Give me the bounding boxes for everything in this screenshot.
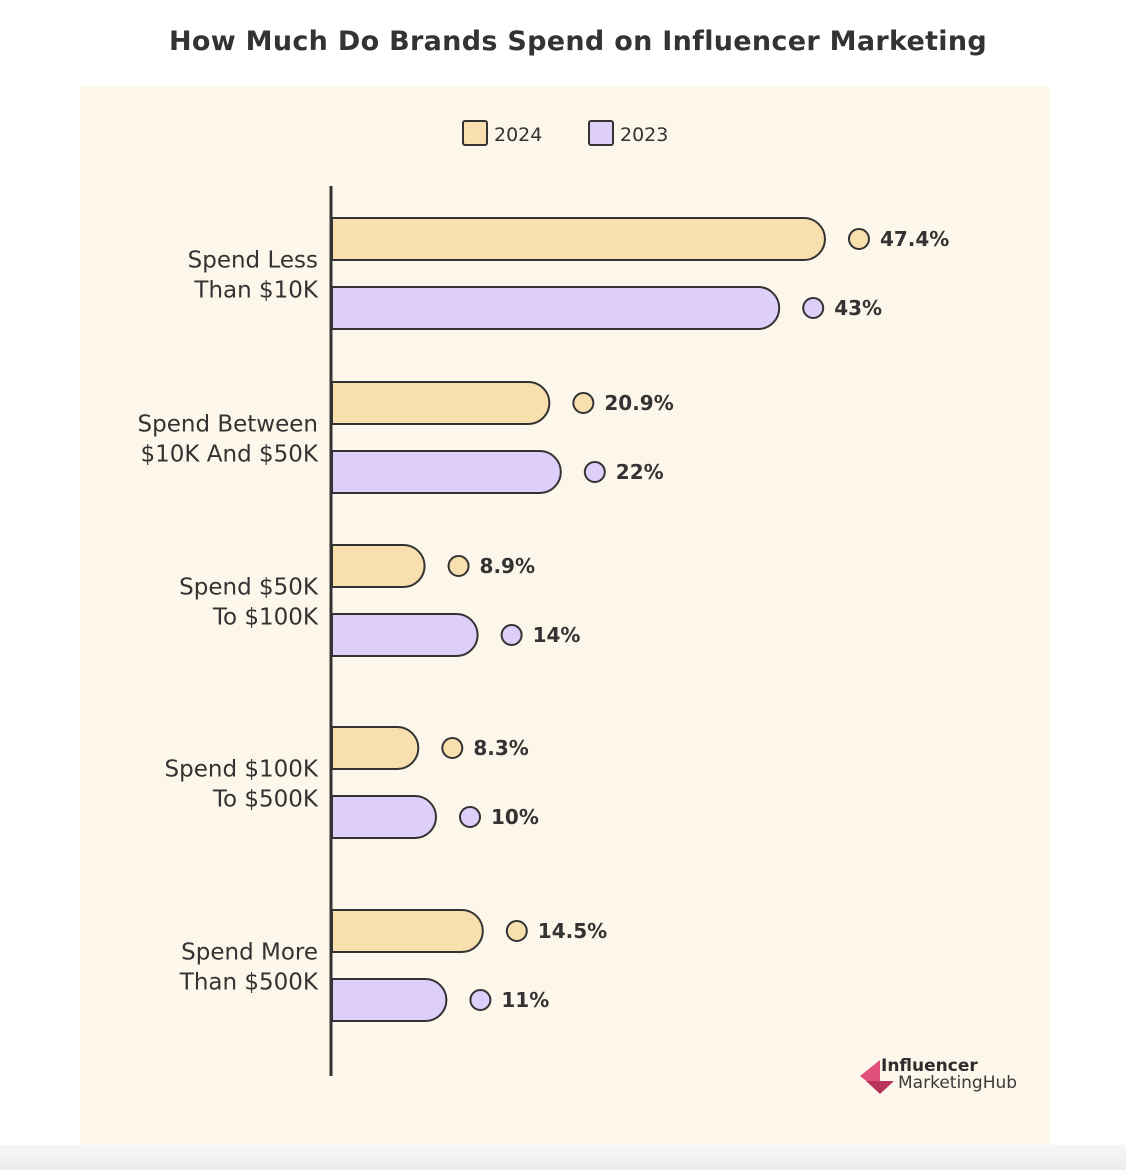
bar-2023-1: [331, 450, 562, 494]
data-label-2023-3: 10%: [491, 805, 539, 829]
bar-2023-0: [331, 286, 781, 330]
logo-text-line2: MarketingHub: [898, 1073, 1018, 1093]
category-label-line: To $500K: [212, 787, 319, 813]
category-label-line: Spend More: [181, 940, 318, 966]
category-label-line: Spend $50K: [179, 575, 319, 601]
value-marker-2023-3: [459, 806, 481, 828]
value-marker-2024-0: [847, 228, 870, 250]
chart-title: How Much Do Brands Spend on Influencer M…: [168, 26, 988, 57]
category-label-line: $10K And $50K: [141, 442, 319, 468]
data-label-2023-4: 11%: [501, 988, 549, 1012]
category-label-3: Spend $100K To $500K: [165, 757, 319, 813]
bar-2024-2: [331, 544, 426, 588]
category-label-1: Spend Between $10K And $50K: [138, 412, 319, 468]
value-marker-2024-2: [447, 555, 470, 577]
category-label-line: Than $500K: [179, 970, 319, 996]
chart-panel: [80, 86, 1050, 1145]
data-label-2024-1: 20.9%: [604, 391, 673, 415]
data-label-2024-3: 8.3%: [473, 736, 528, 760]
category-label-line: To $100K: [212, 605, 319, 631]
data-label-2024-2: 8.9%: [480, 554, 535, 578]
category-label-0: Spend Less Than $10K: [188, 248, 319, 304]
bottom-edge: [0, 1145, 1126, 1170]
category-label-4: Spend More Than $500K: [179, 940, 319, 996]
value-marker-2024-3: [441, 737, 464, 759]
category-label-line: Spend $100K: [165, 757, 319, 783]
logo-icon: [860, 1060, 894, 1094]
value-marker-2023-2: [500, 624, 523, 646]
bar-2024-0: [331, 217, 826, 261]
bar-2023-3: [331, 795, 437, 839]
value-marker-2024-1: [572, 392, 595, 414]
bar-2024-3: [331, 726, 420, 770]
data-label-2023-1: 22%: [616, 460, 664, 484]
bar-2023-2: [331, 613, 479, 657]
data-label-2024-4: 14.5%: [538, 919, 607, 943]
value-marker-2023-1: [583, 461, 606, 483]
bar-2023-4: [331, 978, 448, 1022]
data-label-2023-0: 43%: [834, 296, 882, 320]
legend-label-2023: 2023: [620, 124, 668, 146]
data-label-2023-2: 14%: [533, 623, 581, 647]
value-marker-2023-0: [802, 297, 825, 319]
data-label-2024-0: 47.4%: [880, 227, 949, 251]
legend-label-2024: 2024: [494, 124, 542, 146]
legend-swatch-2024: [462, 120, 488, 146]
legend-swatch-2023: [588, 120, 614, 146]
influencer-marketing-hub-logo: Influencer MarketingHub: [860, 1056, 1040, 1096]
bar-2024-4: [331, 909, 484, 953]
value-marker-2023-4: [469, 989, 492, 1011]
category-label-line: Than $10K: [193, 278, 319, 304]
logo-text-line1: Influencer: [881, 1056, 978, 1076]
category-label-2: Spend $50K To $100K: [179, 575, 319, 631]
category-label-line: Spend Between: [138, 412, 318, 438]
category-label-line: Spend Less: [188, 248, 318, 274]
bar-2024-1: [331, 381, 551, 425]
value-marker-2024-4: [505, 920, 528, 942]
